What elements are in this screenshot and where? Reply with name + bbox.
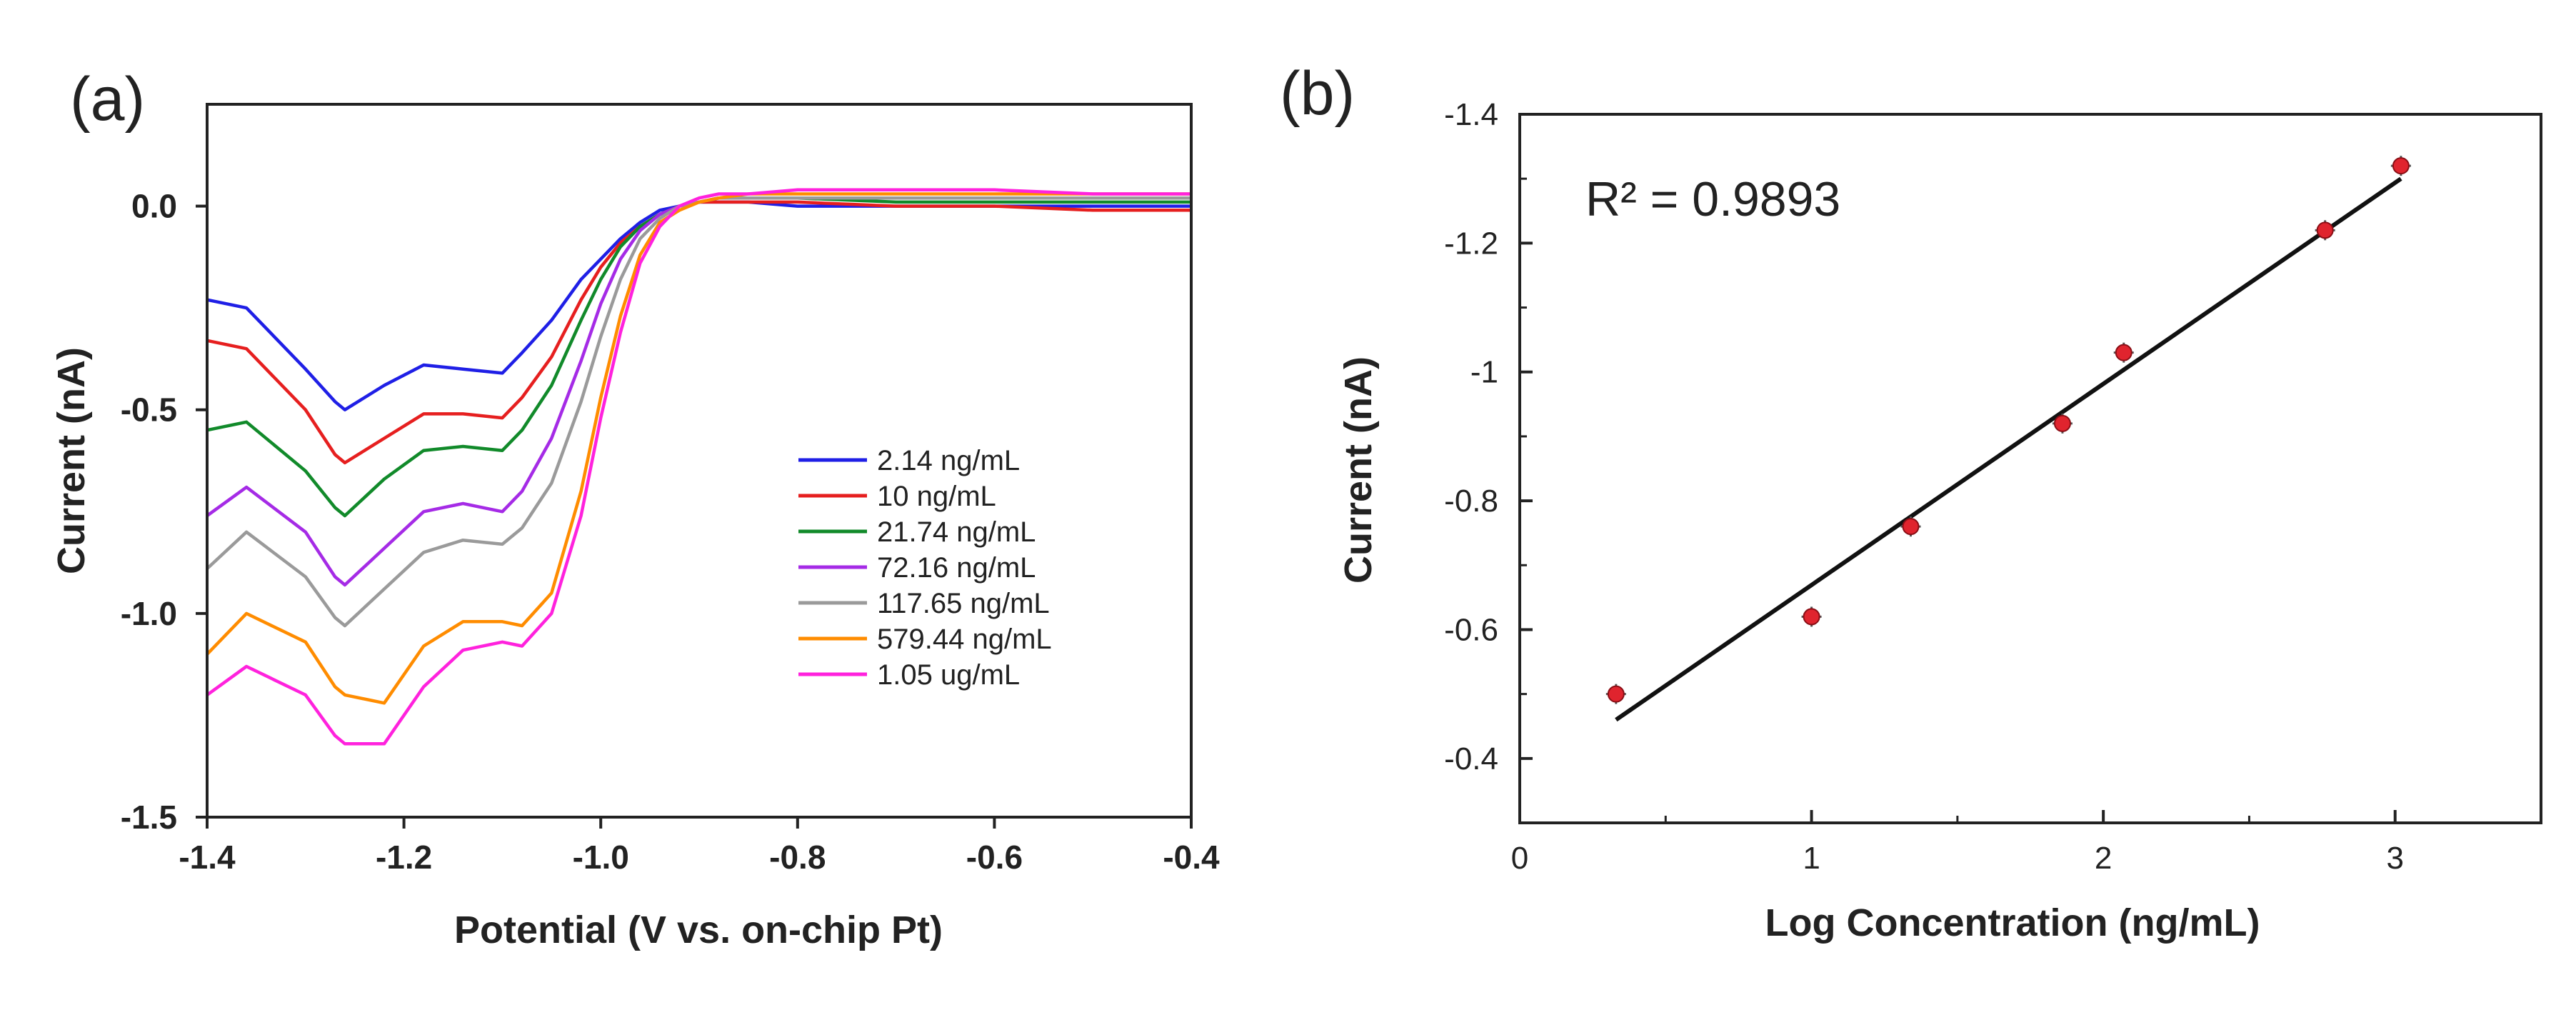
panel-b-x-ticks: 0 1 2 3 — [1511, 810, 2404, 876]
data-point-1 — [1605, 684, 1626, 704]
y-tick-label: -1.5 — [121, 799, 177, 836]
panel-b-points — [1605, 156, 2411, 704]
y-tick-label: 0.0 — [131, 188, 177, 225]
panel-b-x-axis-title: Log Concentration (ng/mL) — [1765, 901, 2260, 944]
x-tick-label: 0 — [1511, 841, 1528, 876]
panel-a-y-ticks: 0.0 -0.5 -1.0 -1.5 — [121, 188, 207, 836]
y-tick-label: -0.6 — [1444, 612, 1498, 647]
y-tick-label: -1.4 — [1444, 97, 1498, 132]
legend: 2.14 ng/mL 10 ng/mL 21.74 ng/mL 72.16 ng/mL… — [798, 445, 1052, 691]
panel-a-x-ticks: -1.4 -1.2 -1.0 -0.8 -0.6 -0.4 — [179, 817, 1220, 876]
data-point-4 — [2052, 413, 2073, 434]
x-tick-label: 2 — [2095, 841, 2112, 876]
y-tick-label: -0.4 — [1444, 741, 1498, 776]
x-tick-label: -1.2 — [376, 839, 432, 876]
y-tick-label: -1.0 — [121, 595, 177, 632]
panel-b-label: (b) — [1280, 59, 1355, 128]
y-tick-label: -0.8 — [1444, 484, 1498, 519]
data-point-2 — [1801, 606, 1822, 627]
x-tick-label: 3 — [2386, 841, 2403, 876]
series-line-6 — [206, 192, 1191, 705]
x-tick-label: -1.4 — [179, 839, 236, 876]
series-line-7 — [206, 188, 1191, 746]
series-line-1 — [206, 200, 1191, 411]
panel-a: (a) -1.4 -1.2 -1.0 -0.8 -0.6 -0.4 0.0 -0.5 -1.0… — [50, 65, 1220, 951]
y-tick-label: -0.5 — [121, 391, 177, 429]
panel-b-y-axis-title: Current (nA) — [1337, 356, 1380, 584]
data-point-5 — [2113, 342, 2134, 363]
x-tick-label: 1 — [1803, 841, 1820, 876]
y-tick-label: -1 — [1470, 355, 1498, 390]
x-tick-label: -1.0 — [573, 839, 629, 876]
data-point-6 — [2315, 220, 2335, 241]
r-squared-annotation: R² = 0.9893 — [1585, 172, 1840, 226]
series-line-4 — [206, 196, 1191, 587]
panel-a-label: (a) — [70, 65, 145, 134]
series-line-3 — [206, 196, 1191, 518]
legend-label-5: 117.65 ng/mL — [877, 588, 1050, 619]
legend-label-2: 10 ng/mL — [877, 481, 996, 512]
legend-label-6: 579.44 ng/mL — [877, 624, 1052, 655]
x-tick-label: -0.4 — [1163, 839, 1220, 876]
data-point-3 — [1900, 516, 1921, 537]
panel-b-fit — [1615, 176, 2402, 722]
data-point-7 — [2390, 156, 2411, 176]
panel-a-x-axis-title: Potential (V vs. on-chip Pt) — [454, 909, 943, 951]
legend-label-1: 2.14 ng/mL — [877, 445, 1020, 476]
legend-label-3: 21.74 ng/mL — [877, 516, 1036, 548]
panel-a-y-axis-title: Current (nA) — [50, 347, 93, 574]
y-tick-label: -1.2 — [1444, 226, 1498, 261]
series-line-5 — [206, 196, 1191, 628]
panel-a-frame — [206, 103, 1193, 819]
series-line-2 — [206, 200, 1191, 465]
fit-line — [1615, 176, 2402, 722]
panel-b-frame — [1518, 113, 2542, 824]
legend-label-7: 1.05 ug/mL — [877, 659, 1020, 691]
panel-b-y-ticks: -0.4 -0.6 -0.8 -1 -1.2 -1.4 — [1444, 97, 1533, 824]
legend-label-4: 72.16 ng/mL — [877, 552, 1036, 584]
x-tick-label: -0.8 — [769, 839, 826, 876]
panel-a-series — [206, 188, 1191, 746]
x-tick-label: -0.6 — [966, 839, 1023, 876]
